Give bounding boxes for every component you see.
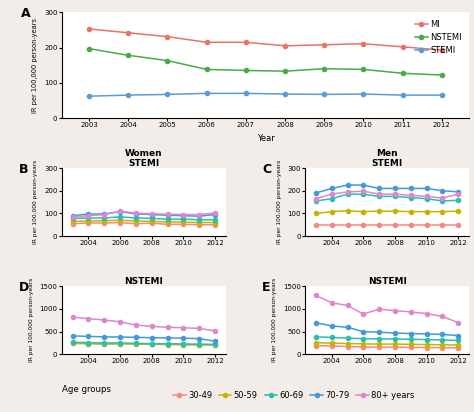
MI	[361, 41, 366, 46]
STEMI	[321, 92, 327, 97]
Title: NSTEMI: NSTEMI	[368, 277, 407, 286]
STEMI	[439, 93, 445, 98]
Title: NSTEMI: NSTEMI	[124, 277, 163, 286]
Text: Age groups: Age groups	[62, 385, 110, 394]
NSTEMI	[282, 69, 288, 74]
STEMI	[282, 91, 288, 96]
Y-axis label: IR per 100,000 person-years: IR per 100,000 person-years	[277, 160, 282, 244]
Text: E: E	[262, 281, 271, 294]
STEMI	[400, 93, 405, 98]
Legend: 30-49, 50-59, 60-69, 70-79, 80+ years: 30-49, 50-59, 60-69, 70-79, 80+ years	[170, 388, 418, 404]
STEMI	[243, 91, 249, 96]
Title: Men
STEMI: Men STEMI	[372, 149, 403, 168]
STEMI	[204, 91, 210, 96]
X-axis label: Year: Year	[256, 134, 274, 143]
NSTEMI	[321, 66, 327, 71]
Text: A: A	[21, 7, 30, 20]
MI	[86, 26, 92, 31]
NSTEMI	[400, 71, 405, 76]
Text: B: B	[19, 163, 28, 176]
Y-axis label: IR per 100,000 person-years: IR per 100,000 person-years	[272, 278, 277, 363]
STEMI	[126, 93, 131, 98]
Title: Women
STEMI: Women STEMI	[125, 149, 163, 168]
MI	[282, 43, 288, 48]
Text: C: C	[262, 163, 271, 176]
Y-axis label: IR per 100,000 person-years: IR per 100,000 person-years	[29, 278, 34, 363]
Line: STEMI: STEMI	[87, 91, 444, 98]
NSTEMI	[126, 53, 131, 58]
STEMI	[86, 94, 92, 98]
NSTEMI	[164, 58, 170, 63]
STEMI	[164, 92, 170, 97]
NSTEMI	[86, 46, 92, 51]
Line: MI: MI	[87, 27, 444, 52]
Text: D: D	[19, 281, 29, 294]
NSTEMI	[439, 73, 445, 77]
MI	[126, 30, 131, 35]
STEMI	[361, 91, 366, 96]
Line: NSTEMI: NSTEMI	[87, 47, 444, 77]
MI	[243, 40, 249, 45]
MI	[164, 34, 170, 39]
Y-axis label: IR per 100,000 person-years: IR per 100,000 person-years	[33, 160, 38, 244]
MI	[321, 42, 327, 47]
NSTEMI	[243, 68, 249, 73]
Legend: MI, NSTEMI, STEMI: MI, NSTEMI, STEMI	[412, 16, 465, 59]
NSTEMI	[204, 67, 210, 72]
MI	[204, 40, 210, 45]
MI	[439, 47, 445, 52]
Y-axis label: IR per 100,000 person-years: IR per 100,000 person-years	[32, 18, 38, 112]
MI	[400, 44, 405, 49]
NSTEMI	[361, 67, 366, 72]
